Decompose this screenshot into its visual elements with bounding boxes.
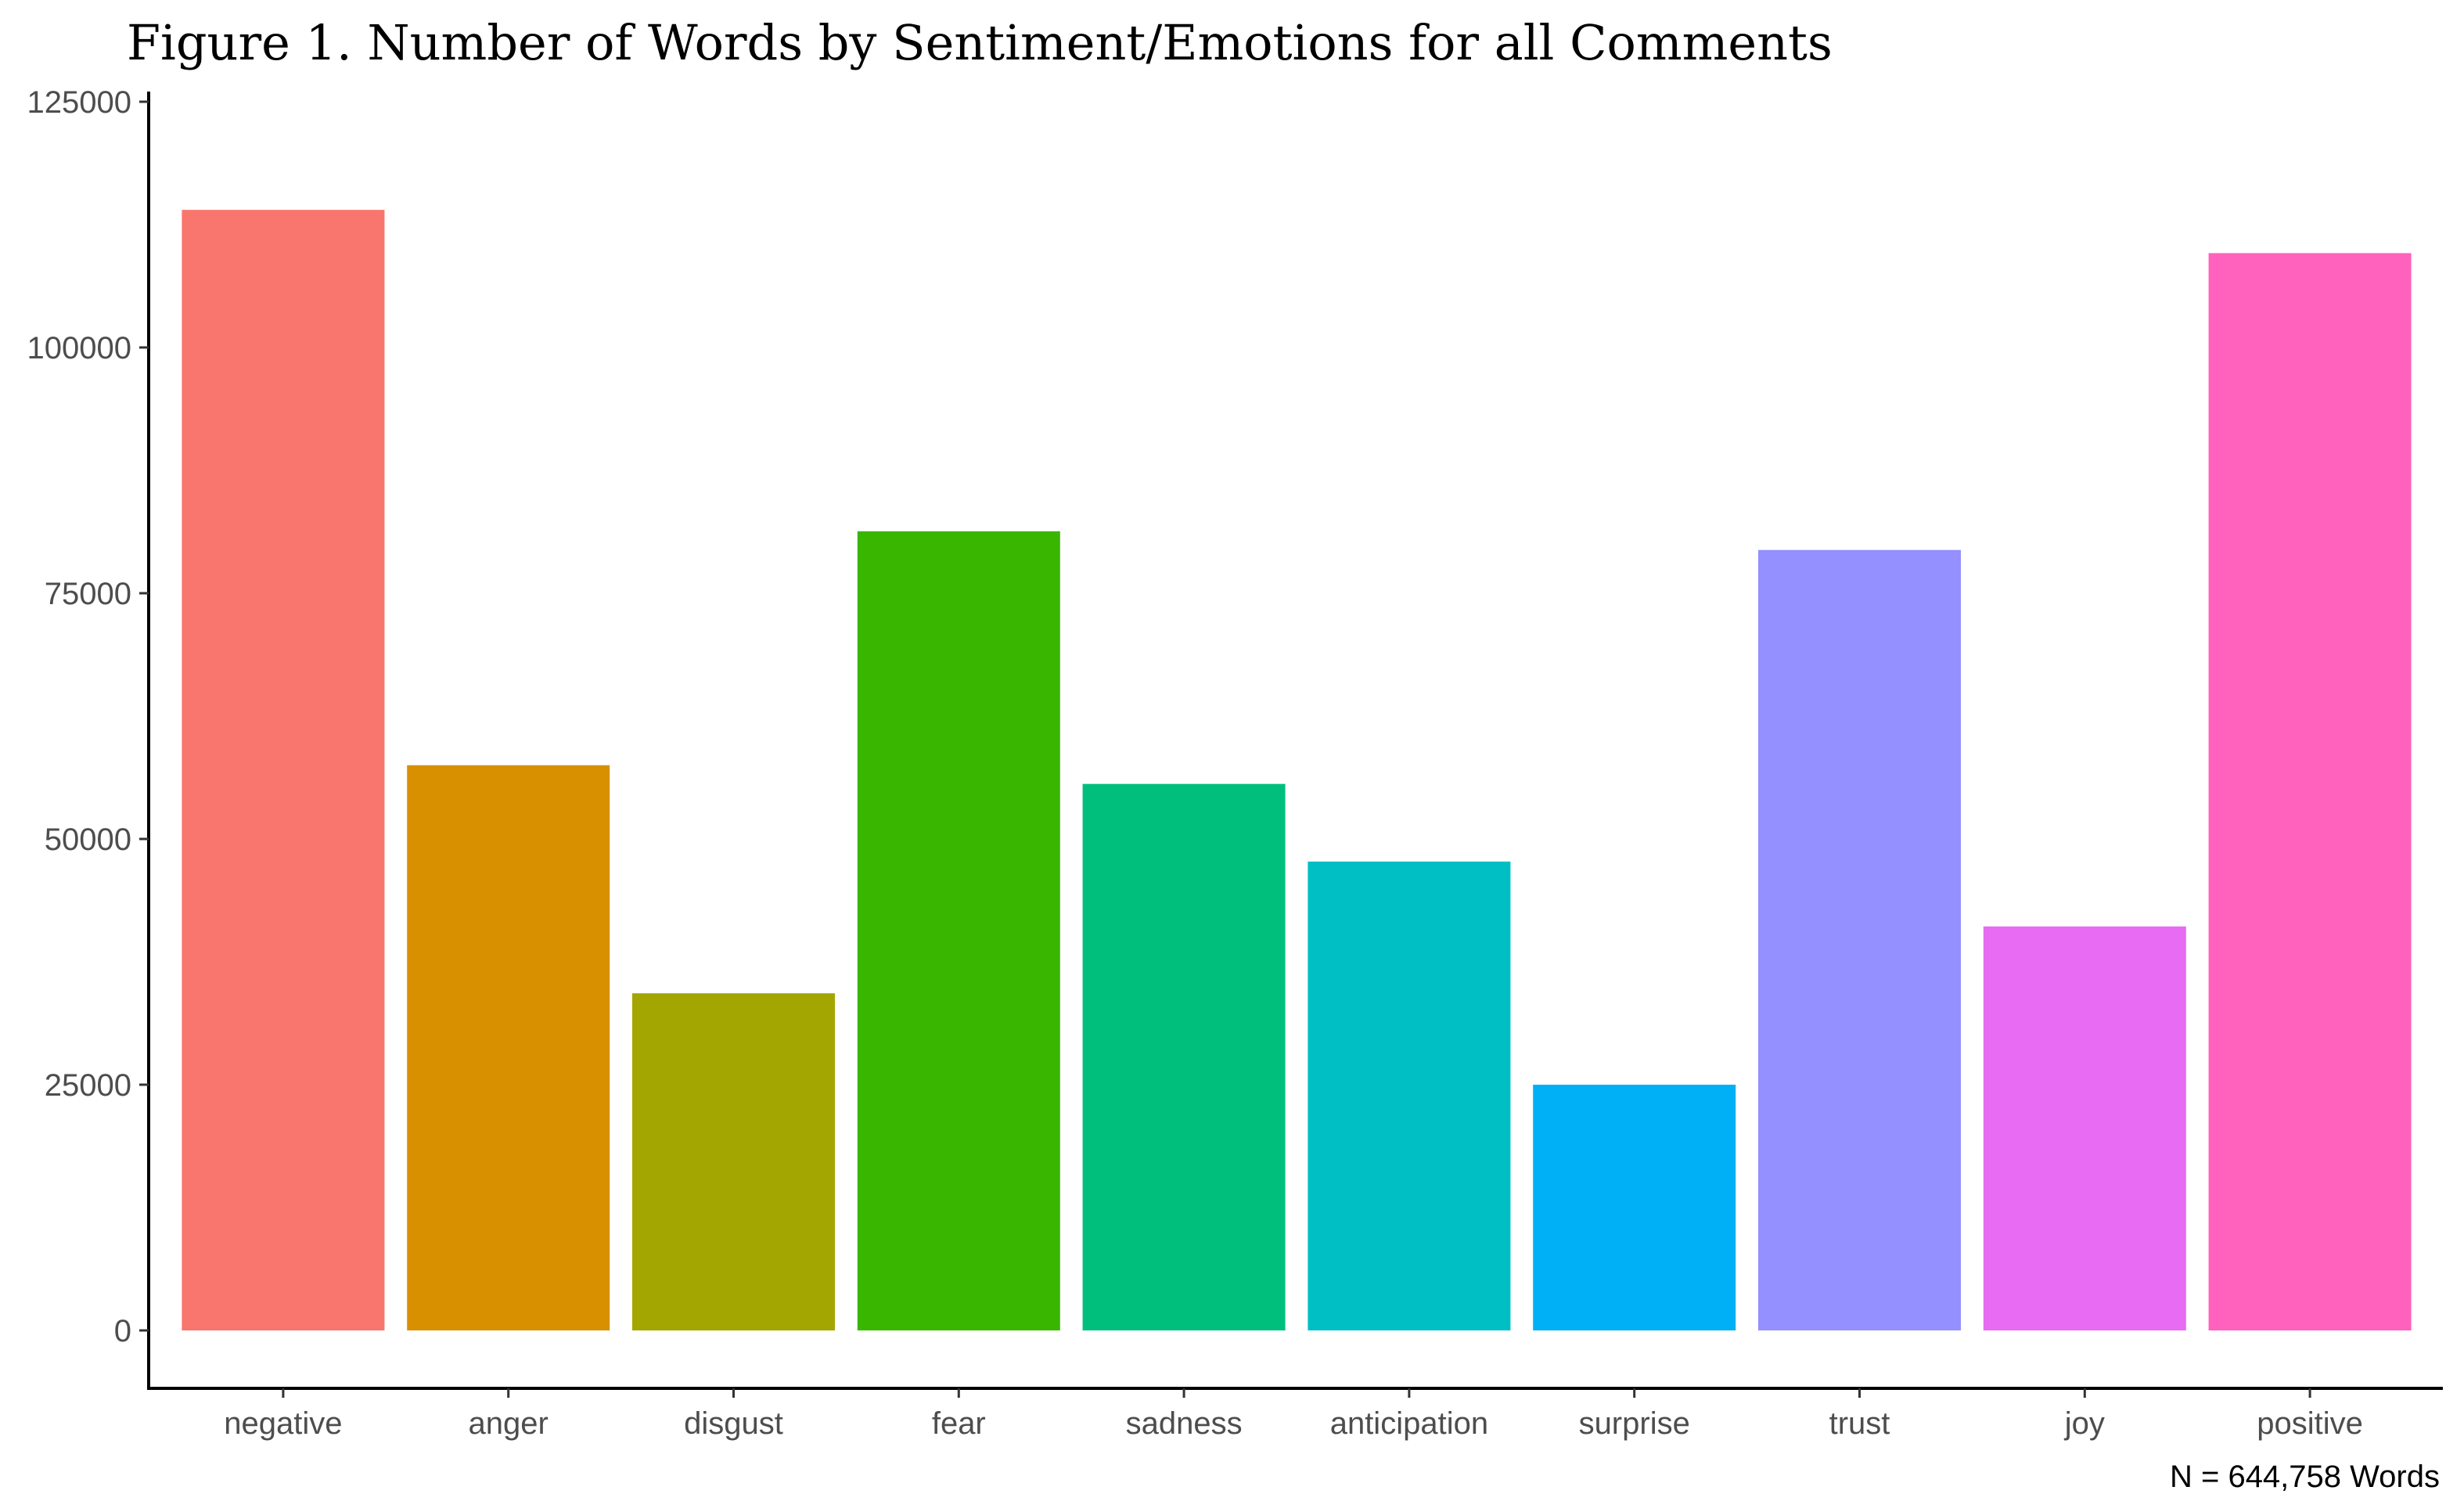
y-tick-label: 100000 [27,331,131,365]
bar-anticipation [1308,861,1511,1330]
bar-sadness [1082,783,1286,1330]
chart-caption: N = 644,758 Words [2170,1460,2440,1494]
x-tick-label: disgust [684,1406,783,1441]
x-tick-label: fear [932,1406,986,1441]
x-tick-label: surprise [1579,1406,1690,1441]
x-tick-label: joy [2064,1406,2105,1441]
bar-fear [857,531,1060,1330]
x-tick-label: sadness [1126,1406,1243,1441]
x-tick-label: trust [1829,1406,1890,1441]
x-tick-label: anticipation [1330,1406,1488,1441]
y-tick-label: 25000 [45,1068,131,1103]
bar-surprise [1533,1085,1736,1330]
x-axis-ticks: negative anger disgust fear sadness anticipat… [224,1388,2363,1441]
x-tick-label: negative [224,1406,342,1441]
x-tick-label: positive [2257,1406,2363,1441]
y-axis-ticks: 0 25000 50000 75000 100000 125000 [27,85,149,1348]
bar-disgust [631,993,836,1330]
bar-negative [182,210,385,1330]
x-tick-label: anger [469,1406,549,1441]
y-tick-label: 125000 [27,85,131,120]
y-tick-label: 50000 [45,823,131,857]
y-tick-label: 0 [114,1314,131,1348]
chart-title: Figure 1. Number of Words by Sentiment/E… [127,14,1833,71]
bar-positive [2208,253,2412,1330]
bars [182,210,2412,1330]
bar-joy [1983,926,2186,1330]
y-tick-label: 75000 [45,577,131,611]
bar-trust [1757,549,1962,1330]
bar-anger [407,765,610,1330]
axes [147,92,2443,1390]
